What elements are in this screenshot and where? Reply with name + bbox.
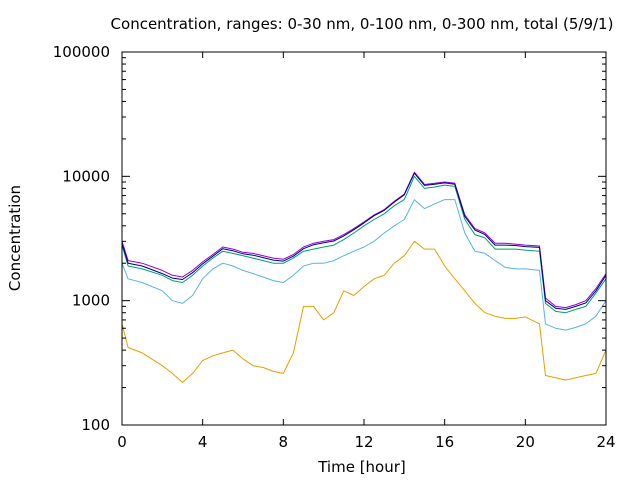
y-ticks: 100 1000 10000 100000: [53, 43, 606, 434]
x-tick-label: 16: [435, 433, 454, 451]
x-tick-label: 4: [198, 433, 208, 451]
plot-frame: [121, 51, 607, 426]
y-tick-label: 100: [81, 416, 110, 434]
x-tick-label: 24: [596, 433, 615, 451]
chart-title: Concentration, ranges: 0-30 nm, 0-100 nm…: [111, 15, 614, 33]
y-axis-label: Concentration: [6, 185, 24, 291]
x-tick-label: 12: [354, 433, 373, 451]
series-line-2: [121, 199, 607, 331]
series-line-4: [121, 171, 607, 309]
y-tick-label: 100000: [53, 43, 110, 61]
x-ticks: 0 4 8 12 16 20 24: [117, 52, 616, 451]
x-tick-label: 0: [117, 433, 127, 451]
x-axis-label: Time [hour]: [317, 458, 406, 476]
x-tick-label: 20: [516, 433, 535, 451]
series-line-1: [121, 240, 607, 383]
series-line-5: [121, 172, 607, 310]
y-tick-label: 10000: [62, 167, 110, 185]
y-tick-label: 1000: [72, 292, 110, 310]
series-layer: [121, 171, 607, 383]
x-tick-label: 8: [279, 433, 289, 451]
series-line-3: [121, 175, 607, 314]
